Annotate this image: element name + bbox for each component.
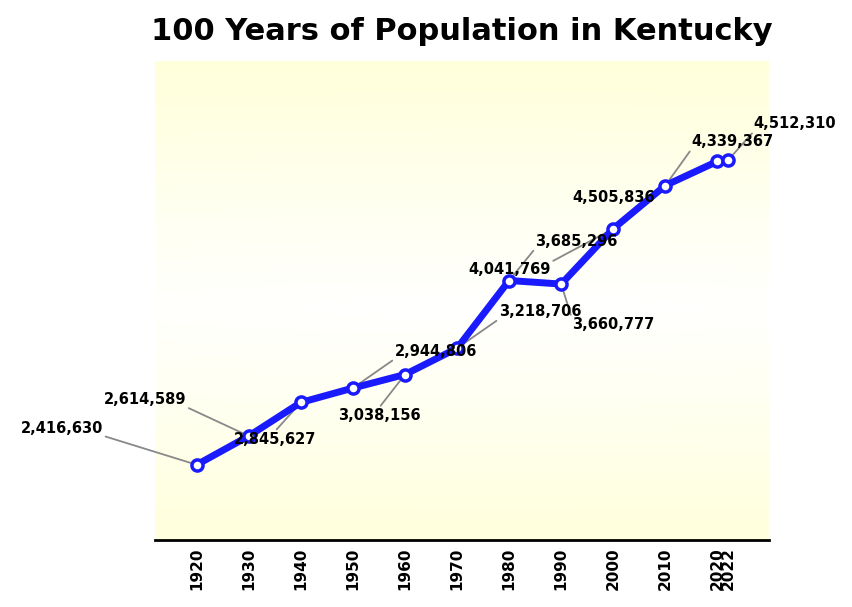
Ellipse shape — [0, 46, 852, 569]
Ellipse shape — [0, 222, 852, 392]
Ellipse shape — [187, 288, 811, 327]
Ellipse shape — [0, 183, 852, 432]
Text: 4,041,769: 4,041,769 — [469, 262, 550, 277]
Ellipse shape — [0, 118, 852, 497]
Ellipse shape — [0, 216, 852, 399]
Ellipse shape — [0, 203, 852, 412]
Text: 2,416,630: 2,416,630 — [20, 421, 103, 436]
Ellipse shape — [0, 170, 852, 445]
Text: 3,660,777: 3,660,777 — [572, 317, 653, 333]
Ellipse shape — [0, 79, 852, 536]
Ellipse shape — [0, 249, 852, 366]
Ellipse shape — [0, 157, 852, 458]
Ellipse shape — [0, 72, 852, 543]
Ellipse shape — [0, 144, 852, 471]
Ellipse shape — [82, 281, 852, 334]
Ellipse shape — [394, 301, 603, 314]
Ellipse shape — [0, 242, 852, 373]
Ellipse shape — [0, 151, 852, 464]
Ellipse shape — [0, 124, 852, 490]
Ellipse shape — [0, 268, 852, 347]
Text: 2,944,806: 2,944,806 — [394, 344, 477, 359]
Ellipse shape — [0, 177, 852, 438]
Text: 4,505,836: 4,505,836 — [573, 191, 655, 205]
Ellipse shape — [0, 137, 852, 477]
Ellipse shape — [0, 111, 852, 504]
Text: 3,685,296: 3,685,296 — [535, 234, 618, 248]
Text: 4,339,367: 4,339,367 — [691, 134, 774, 149]
Ellipse shape — [0, 262, 852, 353]
Ellipse shape — [0, 209, 852, 405]
Ellipse shape — [0, 164, 852, 451]
Ellipse shape — [291, 294, 707, 320]
Ellipse shape — [0, 190, 852, 425]
Ellipse shape — [0, 59, 852, 556]
Text: 2,614,589: 2,614,589 — [104, 392, 187, 407]
Ellipse shape — [0, 236, 852, 379]
Ellipse shape — [0, 275, 852, 340]
Ellipse shape — [0, 196, 852, 419]
Text: 4,512,310: 4,512,310 — [754, 117, 837, 131]
Ellipse shape — [0, 98, 852, 517]
Ellipse shape — [0, 105, 852, 510]
Text: 3,038,156: 3,038,156 — [337, 408, 420, 423]
Ellipse shape — [0, 53, 852, 562]
Ellipse shape — [0, 66, 852, 549]
Ellipse shape — [0, 255, 852, 360]
Text: 2,845,627: 2,845,627 — [233, 432, 316, 447]
Text: 3,218,706: 3,218,706 — [498, 304, 581, 319]
Ellipse shape — [0, 229, 852, 386]
Ellipse shape — [0, 131, 852, 484]
Ellipse shape — [0, 85, 852, 530]
Ellipse shape — [0, 92, 852, 523]
Title: 100 Years of Population in Kentucky: 100 Years of Population in Kentucky — [152, 16, 773, 46]
